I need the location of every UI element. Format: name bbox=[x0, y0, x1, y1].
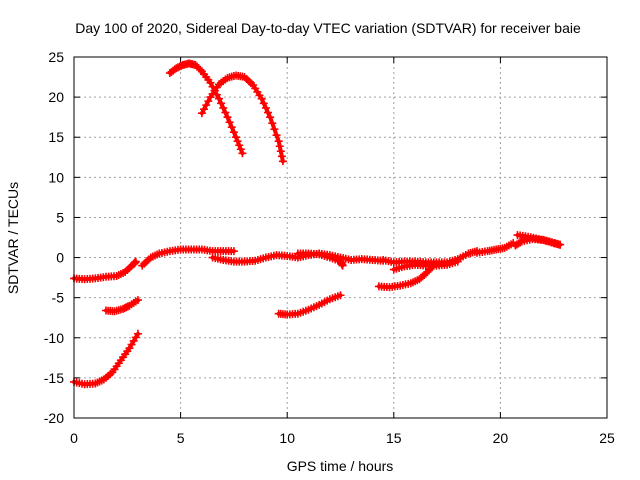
data-point bbox=[133, 329, 142, 338]
plot-border bbox=[73, 56, 608, 419]
data-point bbox=[229, 247, 238, 256]
x-tick-label: 0 bbox=[70, 430, 78, 446]
data-point bbox=[268, 119, 277, 128]
data-point bbox=[274, 137, 283, 146]
x-tick-label: 10 bbox=[279, 430, 295, 446]
data-point bbox=[261, 103, 270, 112]
data-point bbox=[206, 78, 215, 87]
data-point bbox=[259, 99, 268, 108]
data-point bbox=[223, 113, 232, 122]
data-point bbox=[264, 108, 273, 117]
data-series-arc-12 bbox=[101, 296, 142, 316]
y-tick-label: 0 bbox=[56, 250, 64, 266]
data-point bbox=[233, 137, 242, 146]
data-series-arc-2 bbox=[197, 71, 287, 166]
y-tick-label: 25 bbox=[48, 49, 64, 65]
data-point bbox=[278, 157, 287, 166]
data-point bbox=[131, 257, 140, 266]
data-point bbox=[238, 149, 247, 158]
y-tick-label: 10 bbox=[48, 169, 64, 185]
y-tick-label: -5 bbox=[52, 290, 65, 306]
data-point bbox=[338, 261, 347, 270]
data-point bbox=[266, 113, 275, 122]
y-tick-label: -10 bbox=[44, 330, 64, 346]
y-tick-label: 15 bbox=[48, 129, 64, 145]
data-point bbox=[232, 133, 241, 142]
data-point bbox=[197, 109, 206, 118]
data-point bbox=[221, 108, 230, 117]
y-tick-label: 20 bbox=[48, 89, 64, 105]
data-point bbox=[516, 238, 525, 247]
data-series-arc-9 bbox=[472, 239, 518, 257]
x-tick-label: 20 bbox=[493, 430, 509, 446]
data-series-arc-6 bbox=[293, 249, 347, 270]
data-point bbox=[219, 103, 228, 112]
data-point bbox=[277, 152, 286, 161]
data-point bbox=[453, 257, 462, 266]
data-series-arc-7 bbox=[379, 247, 481, 267]
data-point bbox=[204, 97, 213, 106]
x-tick-label: 15 bbox=[386, 430, 402, 446]
data-point bbox=[227, 123, 236, 132]
data-point bbox=[426, 264, 435, 273]
y-tick-label: -20 bbox=[44, 410, 64, 426]
data-point bbox=[236, 145, 245, 154]
data-series-arc-14 bbox=[274, 291, 345, 319]
data-point bbox=[133, 296, 142, 305]
data-point bbox=[275, 142, 284, 151]
data-point bbox=[336, 291, 345, 300]
chart-title: Day 100 of 2020, Sidereal Day-to-day VTE… bbox=[75, 20, 581, 36]
data-point bbox=[257, 94, 266, 103]
y-tick-label: 5 bbox=[56, 209, 64, 225]
data-point bbox=[556, 240, 565, 249]
axis-ticks: 0 5 10 15 20 25 -20 -15 -10 -5 0 5 10 15 20 25 bbox=[44, 49, 615, 446]
y-axis-label: SDTVAR / TECUs bbox=[5, 182, 21, 294]
data-series-arc-4 bbox=[138, 245, 238, 270]
data-point bbox=[225, 118, 234, 127]
data-point bbox=[229, 128, 238, 137]
data-point bbox=[272, 131, 281, 140]
data-series-arc-3 bbox=[70, 257, 140, 284]
data-point bbox=[196, 65, 205, 74]
data-point bbox=[217, 99, 226, 108]
data-series bbox=[70, 59, 565, 389]
data-series-arc-1 bbox=[165, 59, 247, 158]
x-axis-label: GPS time / hours bbox=[287, 458, 394, 474]
data-point bbox=[276, 147, 285, 156]
data-series-arc-8 bbox=[389, 257, 462, 274]
x-tick-label: 5 bbox=[177, 430, 185, 446]
data-series-arc-13 bbox=[70, 329, 142, 389]
data-point bbox=[270, 125, 279, 134]
data-point bbox=[214, 94, 223, 103]
y-tick-label: -15 bbox=[44, 370, 64, 386]
data-series-arc-11 bbox=[513, 231, 565, 249]
data-series-arc-15 bbox=[374, 263, 437, 292]
data-point bbox=[428, 263, 437, 272]
data-point bbox=[200, 105, 209, 114]
data-point bbox=[235, 141, 244, 150]
x-tick-label: 25 bbox=[599, 430, 615, 446]
data-point bbox=[202, 101, 211, 110]
